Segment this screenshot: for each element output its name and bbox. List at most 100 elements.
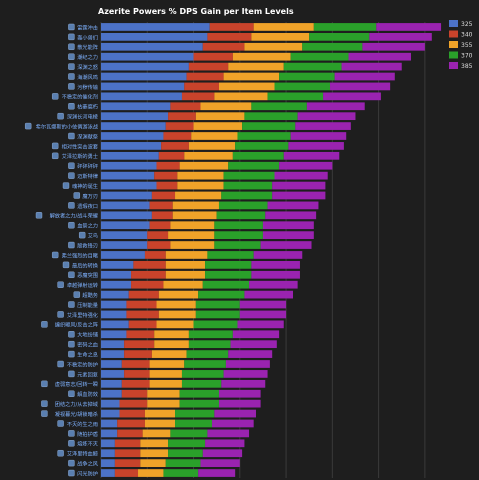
- bar-segment-385: [218, 389, 261, 398]
- category-label: 散光能阵: [77, 43, 98, 51]
- category-label: 生命之息: [77, 350, 98, 358]
- category-label: 污秽传输: [77, 83, 99, 91]
- bar-segment-355: [140, 449, 169, 458]
- azerite-power-icon: [68, 83, 75, 90]
- bar-segment-325: [101, 270, 132, 279]
- bar-segment-370: [205, 270, 252, 279]
- category-label: 随拍护盾: [77, 430, 98, 438]
- bar-segment-370: [205, 261, 252, 269]
- bar-segment-370: [218, 201, 268, 210]
- azerite-power-icon: [41, 380, 48, 388]
- bar-segment-340: [126, 300, 157, 309]
- legend-swatch: [449, 51, 458, 59]
- bar-segment-370: [207, 251, 254, 259]
- category-label: 密码之血: [77, 341, 98, 349]
- bar-segment-340: [161, 142, 189, 150]
- bar-segment-355: [188, 142, 236, 150]
- category-label: 潮纪之力: [77, 53, 98, 61]
- bar-segment-355: [195, 112, 245, 121]
- bar-segment-385: [218, 399, 261, 408]
- bar-segment-355: [151, 350, 187, 358]
- category-label: 希尔瓦娜斯的小伎俩游泳战: [36, 122, 99, 130]
- category-label: 雷霆冲击: [77, 23, 98, 31]
- bar-segment-325: [101, 201, 150, 210]
- bar-segment-385: [283, 151, 340, 160]
- bar-segment-325: [101, 449, 115, 458]
- bar-segment-340: [209, 23, 254, 31]
- category-label: 恶魔突围: [77, 271, 98, 279]
- category-labels: 雷霆冲击轰小兽们散光能阵潮纪之力深渊之怒海潮风鸣污秽传输不稳定的催化剂枯萎腐朽深…: [25, 23, 99, 477]
- azerite-power-icon: [57, 112, 64, 120]
- bar-segment-355: [140, 459, 166, 467]
- bar-segment-355: [156, 320, 194, 329]
- bar-segment-385: [279, 161, 333, 170]
- bar-segment-325: [101, 92, 182, 101]
- bar-segment-370: [202, 280, 250, 289]
- bar-segment-355: [149, 370, 182, 378]
- category-label: 解血防效: [77, 390, 99, 398]
- bar-segment-370: [313, 23, 377, 31]
- category-label: 遗瑕夜口: [77, 202, 98, 210]
- bar-segment-325: [101, 82, 185, 91]
- azerite-power-icon: [52, 251, 59, 259]
- bar-segment-325: [101, 389, 122, 398]
- bar-segment-385: [297, 112, 356, 121]
- bar-segment-355: [177, 171, 224, 180]
- azerite-power-icon: [68, 53, 75, 60]
- bar-segment-355: [154, 330, 189, 339]
- azerite-power-icon: [52, 142, 59, 150]
- bar-segment-325: [101, 399, 120, 408]
- azerite-power-icon: [68, 222, 75, 229]
- azerite-power-icon: [68, 73, 75, 80]
- bar-segment-370: [279, 72, 335, 81]
- bar-segment-370: [251, 102, 307, 111]
- azerite-power-icon: [57, 311, 64, 318]
- azerite-power-icon: [68, 132, 75, 140]
- bar-segment-385: [348, 52, 411, 61]
- bar-segment-340: [156, 161, 180, 170]
- category-label: 魂神的诞生: [72, 182, 98, 190]
- bar-segment-340: [193, 52, 233, 61]
- category-label: 不稳定的催化剂: [62, 93, 98, 101]
- bar-segment-370: [168, 449, 203, 458]
- bar-segment-370: [184, 360, 226, 368]
- azerite-power-icon: [68, 440, 75, 447]
- bar-segment-385: [239, 300, 287, 309]
- bar-segment-385: [223, 370, 268, 378]
- bar-segment-355: [140, 439, 169, 448]
- legend-swatch: [449, 41, 458, 48]
- category-label: 艾泽拉斯的勇士: [62, 152, 98, 160]
- bar-segment-325: [101, 122, 166, 130]
- bar-segment-370: [198, 290, 245, 299]
- bar-segment-370: [188, 340, 231, 349]
- bar-segment-325: [101, 191, 152, 200]
- bar-segment-385: [323, 92, 381, 101]
- category-label: 艾泽里特强化: [67, 311, 98, 319]
- bar-segment-325: [101, 429, 118, 438]
- bar-segment-355: [228, 62, 284, 71]
- azerite-power-icon: [41, 321, 48, 328]
- bar-segment-325: [101, 52, 194, 61]
- azerite-power-icon: [68, 43, 75, 50]
- azerite-power-icon: [57, 420, 64, 427]
- bar-segment-370: [290, 52, 349, 61]
- bar-segment-370: [221, 191, 273, 200]
- bar-segment-325: [101, 102, 171, 111]
- bar-segment-355: [142, 429, 171, 438]
- bar-segment-355: [170, 221, 215, 230]
- bar-segment-325: [101, 320, 129, 329]
- legend-label: 370: [461, 53, 473, 60]
- azerite-power-icon: [68, 162, 75, 169]
- bar-segment-355: [158, 310, 196, 319]
- bar-segment-340: [124, 370, 150, 378]
- bar-segment-355: [191, 132, 238, 140]
- bar-segment-325: [101, 419, 118, 428]
- legend-label: 355: [461, 42, 473, 49]
- bar-segment-355: [147, 399, 180, 408]
- bar-segment-370: [214, 221, 263, 230]
- bar-segment-340: [126, 310, 159, 319]
- bar-segment-325: [101, 370, 125, 378]
- azerite-power-icon: [68, 271, 75, 278]
- bar-segment-340: [121, 360, 150, 368]
